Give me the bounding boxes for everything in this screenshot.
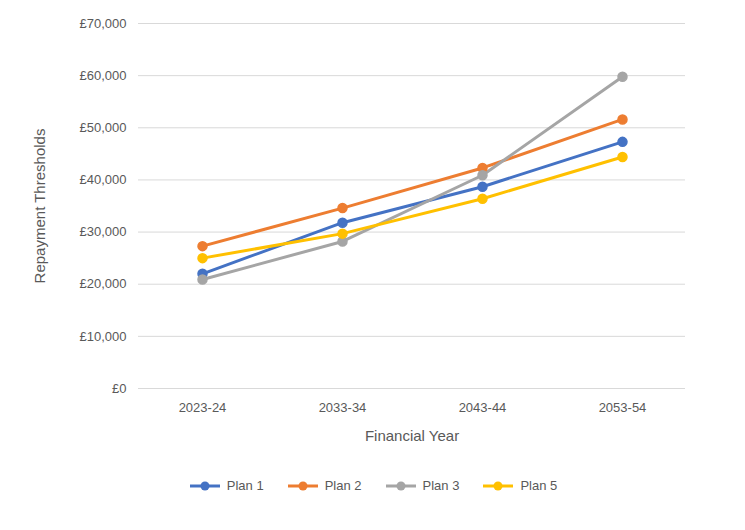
svg-text:£30,000: £30,000 bbox=[80, 224, 127, 239]
svg-text:£70,000: £70,000 bbox=[80, 16, 127, 31]
svg-text:2043-44: 2043-44 bbox=[459, 400, 507, 415]
svg-text:£10,000: £10,000 bbox=[80, 329, 127, 344]
svg-text:2033-34: 2033-34 bbox=[319, 400, 367, 415]
svg-text:Repayment Thresholds: Repayment Thresholds bbox=[31, 129, 48, 284]
html-text:Plan 1: Plan 1 bbox=[226, 478, 264, 493]
svg-text:2023-24: 2023-24 bbox=[179, 400, 227, 415]
html-text:Plan 5: Plan 5 bbox=[520, 478, 558, 493]
html-text:Plan 3: Plan 3 bbox=[422, 478, 460, 493]
html-text:Plan 2: Plan 2 bbox=[324, 478, 362, 493]
svg-text:£40,000: £40,000 bbox=[80, 172, 127, 187]
svg-text:£20,000: £20,000 bbox=[80, 276, 127, 291]
svg-text:2053-54: 2053-54 bbox=[599, 400, 647, 415]
svg-text:Financial Year: Financial Year bbox=[365, 427, 459, 444]
svg-text:£60,000: £60,000 bbox=[80, 68, 127, 83]
svg-text:£0: £0 bbox=[112, 381, 126, 396]
svg-text:£50,000: £50,000 bbox=[80, 120, 127, 135]
